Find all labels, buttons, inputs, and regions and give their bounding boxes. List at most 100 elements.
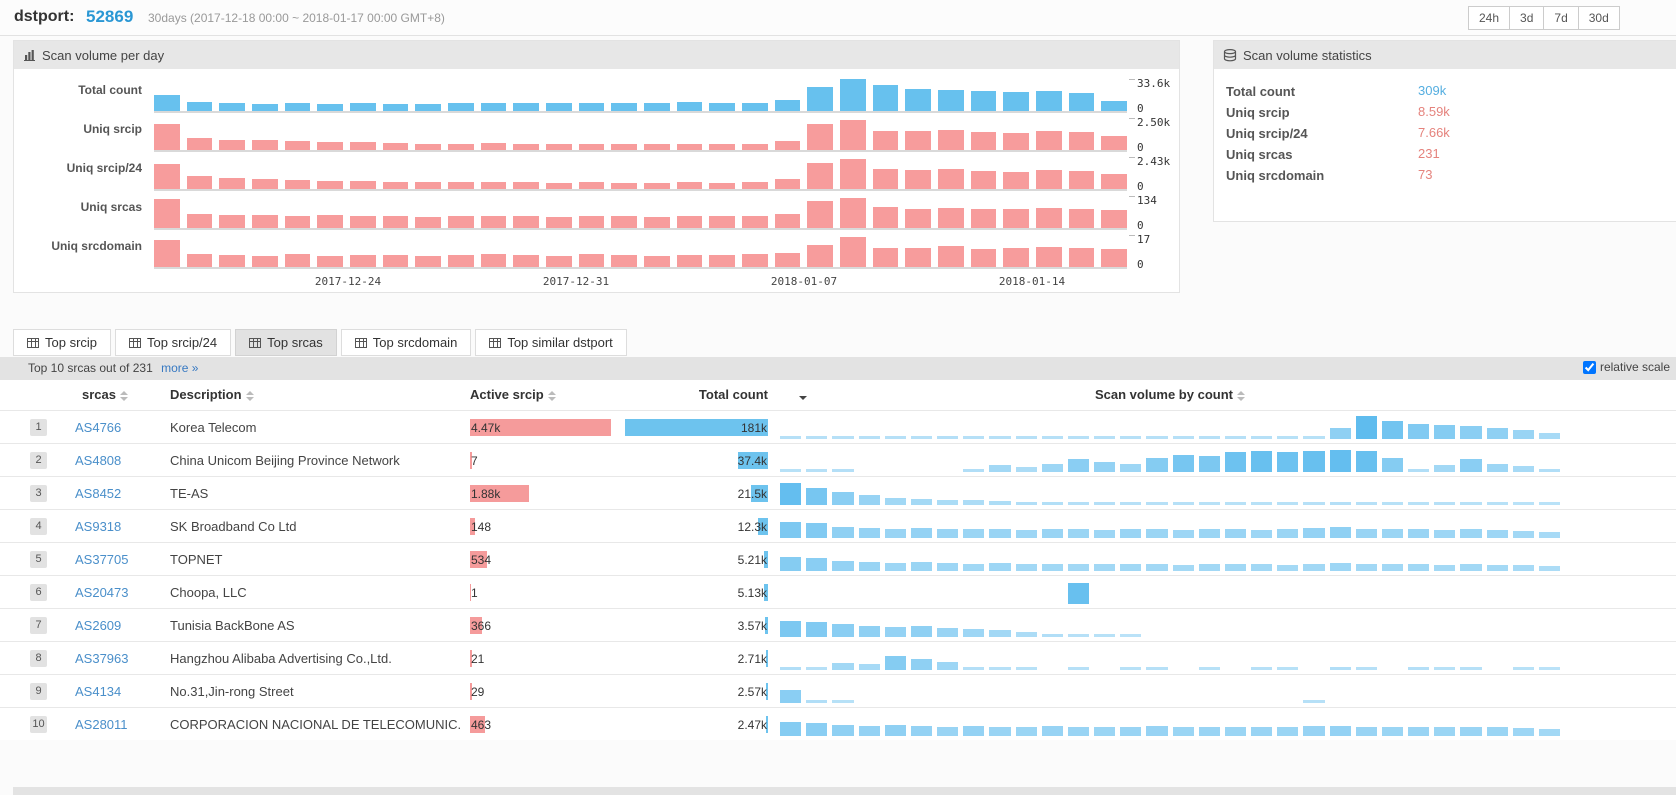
x-tick-label: 2018-01-07 [770, 275, 838, 288]
bar [1015, 436, 1037, 439]
bar [780, 620, 802, 637]
srcas-link[interactable]: AS2609 [75, 618, 122, 633]
bar [1277, 502, 1299, 505]
bar [832, 624, 854, 637]
range-7d-button[interactable]: 7d [1544, 6, 1579, 30]
srcas-link[interactable]: AS4766 [75, 420, 122, 435]
active-srcip-value: 366 [471, 619, 492, 633]
bar [1408, 667, 1430, 670]
scan-volume-sparkline[interactable] [780, 680, 1560, 703]
sort-desc-icon [799, 396, 1089, 400]
more-link[interactable]: more » [161, 361, 199, 375]
scan-volume-sparkline[interactable] [780, 647, 1561, 670]
bar [1512, 531, 1534, 538]
bar [910, 498, 933, 505]
relative-scale-checkbox[interactable] [1582, 360, 1596, 374]
bar [1486, 427, 1508, 439]
active-srcip-cell: 366 [470, 617, 615, 634]
bar [910, 658, 933, 670]
description-cell: CORPORACION NACIONAL DE TELECOMUNIC... [170, 717, 460, 732]
tab-top-srcip24[interactable]: Top srcip/24 [115, 329, 232, 356]
tab-top-srcdomain[interactable]: Top srcdomain [340, 329, 472, 356]
bar [1146, 436, 1168, 439]
column-header-description[interactable]: Description [170, 387, 254, 402]
bar [1120, 667, 1142, 670]
total-count-bar [765, 617, 768, 634]
active-srcip-bar [470, 584, 472, 601]
srcas-link[interactable]: AS8452 [75, 486, 122, 501]
bar [742, 182, 768, 189]
bar [513, 103, 540, 111]
active-srcip-cell: 1 [470, 584, 615, 601]
tab-top-similar-dstport[interactable]: Top similar dstport [475, 329, 627, 356]
srcas-link[interactable]: AS4134 [75, 684, 122, 699]
column-header-total-count[interactable]: Total count [625, 387, 807, 402]
bar [546, 143, 572, 150]
bar [1512, 502, 1534, 505]
bar [938, 130, 964, 150]
scan-volume-sparkline[interactable] [780, 515, 1561, 538]
bar [1486, 502, 1508, 505]
bar [774, 179, 801, 189]
bar [905, 208, 932, 228]
tab-top-srcas[interactable]: Top srcas [235, 329, 337, 356]
srcas-link[interactable]: AS4808 [75, 453, 122, 468]
dstport-value[interactable]: 52869 [86, 7, 134, 26]
scan-volume-sparkline[interactable] [780, 713, 1561, 736]
bar [1036, 131, 1062, 150]
chart-row-bars[interactable] [154, 196, 1128, 230]
chart-row-bars[interactable] [154, 235, 1128, 269]
bar [448, 254, 474, 267]
bar [1251, 451, 1273, 472]
bar [1224, 563, 1247, 571]
bar [513, 182, 540, 189]
bar [989, 630, 1011, 637]
srcas-link[interactable]: AS20473 [75, 585, 129, 600]
bar [884, 562, 906, 571]
scan-volume-sparkline[interactable] [780, 548, 1561, 571]
srcas-link[interactable]: AS37963 [75, 651, 129, 666]
bar [937, 661, 959, 670]
srcas-link[interactable]: AS28011 [75, 717, 128, 732]
srcas-link[interactable]: AS9318 [75, 519, 122, 534]
active-srcip-value: 463 [471, 718, 492, 732]
column-header-active-srcip[interactable]: Active srcip [470, 387, 556, 402]
scan-volume-sparkline[interactable] [780, 614, 1560, 637]
range-3d-button[interactable]: 3d [1510, 6, 1545, 30]
active-srcip-value: 1.88k [471, 487, 501, 501]
bar [284, 180, 311, 189]
bar [1512, 667, 1534, 670]
range-24h-button[interactable]: 24h [1468, 6, 1511, 30]
scan-volume-sparkline[interactable] [780, 482, 1561, 505]
bar [252, 103, 278, 111]
x-tick-label: 2017-12-31 [542, 275, 610, 288]
column-header-srcas[interactable]: srcas [75, 387, 135, 402]
bar [1003, 208, 1030, 228]
table-row: 7 AS2609 Tunisia BackBone AS 366 3.57k [0, 608, 1676, 641]
total-count-bar [750, 485, 768, 502]
tab-top-srcip[interactable]: Top srcip [13, 329, 112, 356]
bar [832, 492, 854, 505]
bar [1355, 528, 1377, 538]
chart-row-bars[interactable] [154, 118, 1128, 152]
srcas-link[interactable]: AS37705 [75, 552, 129, 567]
scan-volume-sparkline[interactable] [780, 581, 1560, 604]
range-30d-button[interactable]: 30d [1578, 6, 1620, 30]
stat-row-uniq-srcdomain: Uniq srcdomain 73 [1226, 167, 1676, 188]
scan-volume-sparkline[interactable] [780, 449, 1561, 472]
rank-badge: 10 [30, 716, 47, 733]
bar [1408, 563, 1430, 571]
chart-row-bars[interactable] [154, 79, 1128, 113]
bar [1101, 101, 1128, 111]
chart-row-bars[interactable] [154, 157, 1128, 191]
column-header-scan-volume[interactable]: Scan volume by count [780, 387, 1560, 402]
axis-max-label: 2.50k [1137, 116, 1171, 129]
scan-volume-sparkline[interactable] [780, 416, 1561, 439]
total-count-cell: 3.57k [625, 617, 768, 634]
bar [186, 176, 213, 189]
bar [884, 436, 906, 439]
axis-zero-label: 0 [1137, 219, 1144, 232]
active-srcip-value: 148 [471, 520, 492, 534]
bar [858, 561, 880, 571]
total-count-value: 5.21k [737, 553, 767, 567]
